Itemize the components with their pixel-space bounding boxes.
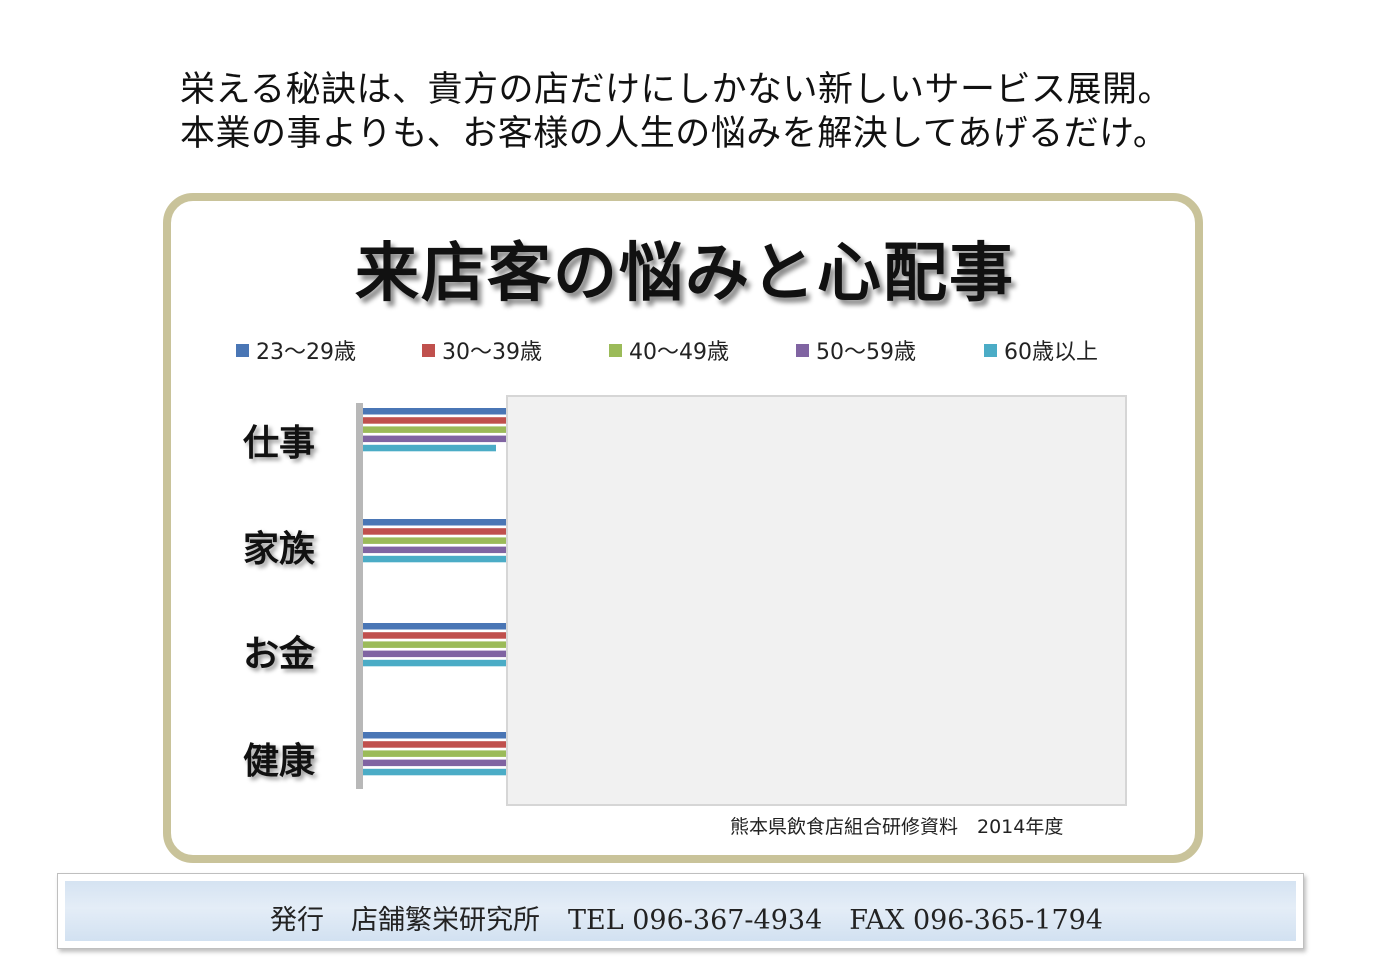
bar-2-2 xyxy=(363,641,506,648)
legend-item-60-plus: 60歳以上 xyxy=(984,334,1098,366)
bar-2-1 xyxy=(363,632,506,639)
footer-banner xyxy=(57,873,1304,949)
legend-item-50-59: 50〜59歳 xyxy=(796,334,916,366)
legend-label-50-59: 50〜59歳 xyxy=(816,340,916,365)
bar-1-1 xyxy=(363,528,506,535)
legend-label-23-29: 23〜29歳 xyxy=(256,340,356,365)
category-label-money: お金 xyxy=(243,633,316,675)
legend-swatch-23-29 xyxy=(236,343,249,357)
legend-swatch-50-59 xyxy=(796,343,809,357)
bar-3-3 xyxy=(363,759,506,767)
bar-1-2 xyxy=(363,537,506,544)
bar-2-4 xyxy=(363,659,506,667)
headline-line-2: 本業の事よりも、お客様の人生の悩みを解決してあげるだけ。 xyxy=(180,114,1169,154)
legend-swatch-40-49 xyxy=(609,343,622,357)
chart-title: 来店客の悩みと心配事 xyxy=(355,236,1015,311)
bar-0-3 xyxy=(363,435,506,443)
legend-swatch-30-39 xyxy=(422,343,435,357)
bar-2-0 xyxy=(363,623,506,630)
bar-3-1 xyxy=(363,741,506,748)
bar-2-3 xyxy=(363,650,506,658)
legend-label-40-49: 40〜49歳 xyxy=(629,340,729,365)
category-label-work: 仕事 xyxy=(243,422,316,464)
legend-label-60-plus: 60歳以上 xyxy=(1004,340,1098,365)
headline: 栄える秘訣は、貴方の店だけにしかない新しいサービス展開。 本業の事よりも、お客様… xyxy=(180,68,1220,156)
category-label-family: 家族 xyxy=(243,528,316,570)
legend-item-23-29: 23〜29歳 xyxy=(236,334,356,366)
bar-1-3 xyxy=(363,546,506,554)
bar-3-0 xyxy=(363,732,506,739)
footer-publisher: 発行 店舗繁栄研究所 xyxy=(270,905,540,936)
category-label-health: 健康 xyxy=(243,740,316,782)
footer-contact: TEL 096-367-4934 FAX 096-365-1794 xyxy=(568,905,1103,936)
headline-line-1: 栄える秘訣は、貴方の店だけにしかない新しいサービス展開。 xyxy=(180,70,1173,110)
legend-item-30-39: 30〜39歳 xyxy=(422,334,542,366)
y-axis-line xyxy=(356,403,363,789)
bar-0-4 xyxy=(363,444,496,452)
footer-banner-fill xyxy=(65,881,1296,941)
legend-label-30-39: 30〜39歳 xyxy=(442,340,542,365)
bar-3-4 xyxy=(363,768,506,776)
chart-legend: 23〜29歳 30〜39歳 40〜49歳 50〜59歳 60歳以上 xyxy=(236,334,1136,366)
bar-0-0 xyxy=(363,408,506,415)
bar-1-0 xyxy=(363,519,506,526)
chart-overlay-box xyxy=(506,395,1127,806)
bar-0-1 xyxy=(363,417,506,424)
bar-3-2 xyxy=(363,750,506,757)
footer-text: 発行 店舗繁栄研究所 TEL 096-367-4934 FAX 096-365-1… xyxy=(270,898,1103,937)
legend-item-40-49: 40〜49歳 xyxy=(609,334,729,366)
bar-0-2 xyxy=(363,426,506,433)
legend-swatch-60-plus xyxy=(984,343,997,357)
bar-1-4 xyxy=(363,555,506,563)
source-note: 熊本県飲食店組合研修資料 2014年度 xyxy=(730,816,1064,838)
